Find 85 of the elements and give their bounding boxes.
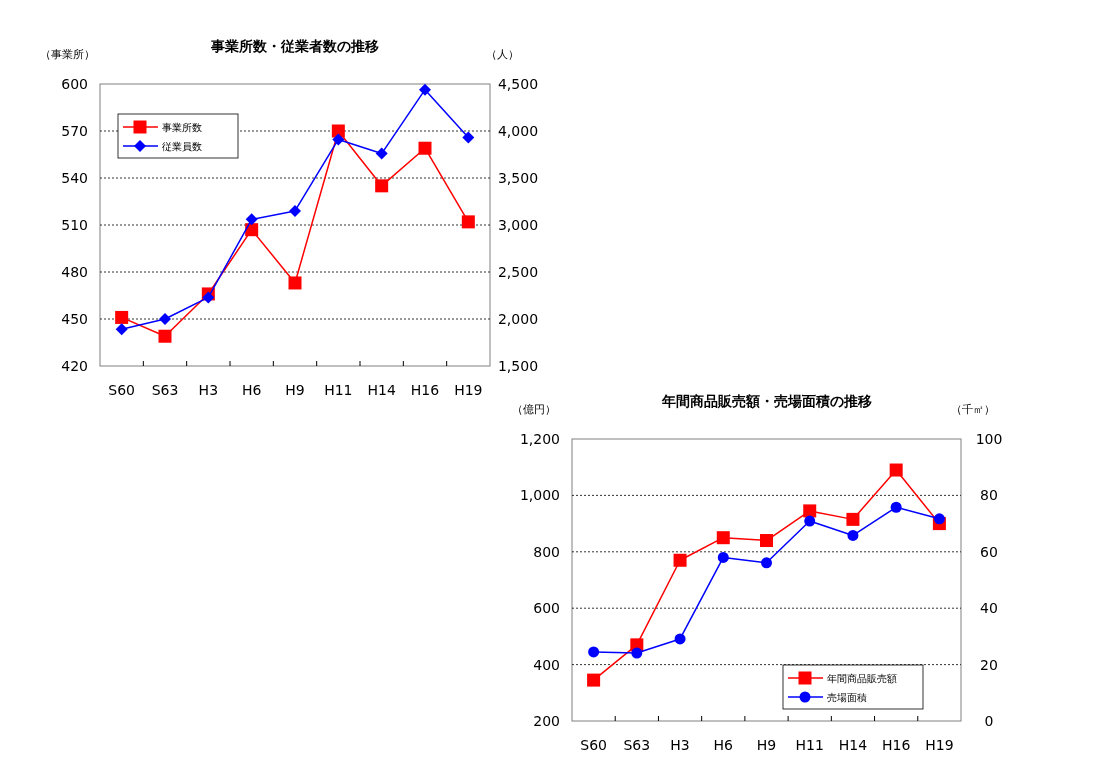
point bbox=[587, 673, 601, 687]
point bbox=[889, 463, 903, 477]
y2-tick-label: 100 bbox=[975, 431, 1003, 447]
y-axis-title: （事業所） bbox=[40, 48, 95, 61]
point bbox=[461, 215, 475, 229]
y2-axis-title: （千㎡） bbox=[951, 403, 995, 416]
point bbox=[631, 647, 643, 659]
y2-tick-label: 2,500 bbox=[497, 264, 539, 280]
y2-tick-label: 80 bbox=[980, 487, 998, 504]
point bbox=[418, 141, 432, 155]
y2-tick-label: 3,000 bbox=[497, 217, 539, 233]
point bbox=[804, 515, 816, 527]
y2-tick-label: 20 bbox=[980, 656, 998, 673]
y2-tick-label: 4,000 bbox=[497, 123, 539, 139]
point bbox=[375, 179, 389, 193]
x-tick-label: S60 bbox=[108, 382, 136, 398]
point bbox=[588, 646, 600, 658]
point bbox=[717, 551, 729, 563]
x-tick-label: H11 bbox=[324, 382, 353, 398]
y-tick-label: 1,000 bbox=[519, 487, 560, 504]
point bbox=[332, 133, 345, 146]
x-tick-label: H3 bbox=[198, 382, 219, 398]
y-tick-label: 570 bbox=[61, 123, 88, 139]
x-tick-label: H9 bbox=[756, 737, 777, 753]
y2-tick-label: 4,500 bbox=[497, 76, 539, 92]
point bbox=[462, 131, 475, 144]
point bbox=[289, 204, 301, 217]
y-tick-label: 480 bbox=[61, 264, 88, 280]
y-tick-label: 510 bbox=[61, 217, 88, 233]
x-tick-label: H14 bbox=[838, 737, 868, 753]
x-tick-label: H3 bbox=[670, 737, 690, 753]
point bbox=[115, 323, 128, 336]
legend-label: 事業所数 bbox=[162, 122, 202, 133]
x-tick-label: H6 bbox=[713, 737, 734, 753]
x-tick-label: H9 bbox=[285, 382, 305, 398]
x-tick-label: S63 bbox=[151, 382, 179, 398]
point bbox=[419, 83, 431, 96]
chart-title: 年間商品販売額・売場面積の推移 bbox=[660, 393, 872, 409]
point bbox=[761, 557, 772, 569]
y-tick-label: 420 bbox=[61, 358, 88, 374]
point bbox=[803, 504, 817, 518]
point bbox=[890, 501, 902, 513]
x-tick-label: S63 bbox=[623, 737, 651, 753]
x-tick-label: H6 bbox=[241, 382, 262, 398]
point bbox=[375, 147, 388, 160]
x-tick-label: S60 bbox=[580, 737, 607, 753]
point bbox=[933, 513, 945, 525]
point bbox=[674, 633, 686, 645]
y-tick-label: 600 bbox=[533, 600, 560, 617]
y2-tick-label: 0 bbox=[984, 713, 994, 729]
point bbox=[158, 329, 172, 343]
x-tick-label: H16 bbox=[410, 382, 440, 398]
y2-tick-label: 60 bbox=[980, 543, 998, 560]
y-axis-title: （億円） bbox=[512, 403, 556, 416]
x-tick-label: H19 bbox=[925, 737, 954, 753]
legend-label: 売場面積 bbox=[827, 692, 867, 703]
point bbox=[288, 276, 302, 290]
legend-label: 従業員数 bbox=[162, 141, 202, 152]
y2-axis-title: （人） bbox=[485, 48, 519, 61]
point bbox=[115, 310, 129, 324]
x-tick-label: H11 bbox=[795, 737, 824, 753]
y-tick-label: 400 bbox=[533, 656, 560, 673]
point bbox=[760, 534, 773, 548]
point bbox=[673, 553, 687, 567]
x-tick-label: H14 bbox=[367, 382, 396, 398]
y-tick-label: 540 bbox=[61, 170, 88, 186]
y2-tick-label: 2,000 bbox=[497, 311, 539, 327]
y2-tick-label: 40 bbox=[980, 600, 998, 617]
y-tick-label: 450 bbox=[61, 311, 88, 327]
point bbox=[202, 291, 215, 304]
y2-tick-label: 1,500 bbox=[497, 358, 539, 374]
chart-title: 事業所数・従業者数の推移 bbox=[210, 38, 379, 54]
y-tick-label: 1,200 bbox=[519, 431, 560, 447]
point bbox=[245, 213, 258, 226]
y-tick-label: 600 bbox=[61, 76, 88, 92]
point bbox=[846, 512, 860, 526]
x-tick-label: H16 bbox=[881, 737, 911, 753]
point bbox=[159, 313, 171, 325]
x-tick-label: H19 bbox=[454, 382, 483, 398]
y-tick-label: 800 bbox=[533, 543, 560, 560]
point bbox=[716, 531, 730, 545]
y2-tick-label: 3,500 bbox=[497, 170, 539, 186]
legend-label: 年間商品販売額 bbox=[827, 673, 897, 684]
y-tick-label: 200 bbox=[533, 713, 560, 729]
point bbox=[847, 529, 859, 541]
